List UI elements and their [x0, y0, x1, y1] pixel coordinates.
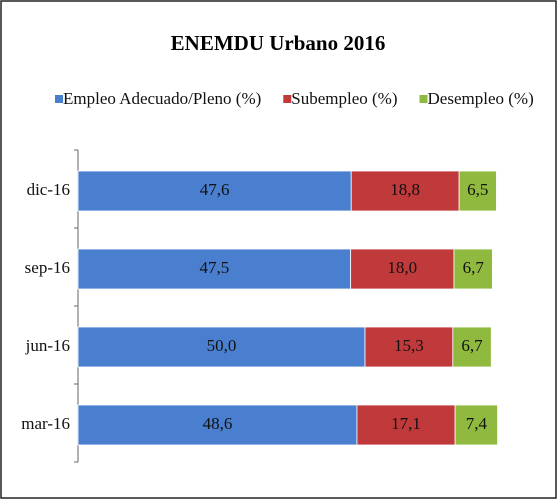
y-tick-label: mar-16 — [21, 414, 70, 433]
bar-segment — [452, 326, 492, 368]
data-label: 18,8 — [390, 180, 420, 199]
y-tick-label: dic-16 — [27, 180, 70, 199]
bar-segment — [458, 170, 497, 212]
data-label: 47,6 — [200, 180, 230, 199]
legend-swatch — [55, 95, 63, 103]
chart-title: ENEMDU Urbano 2016 — [171, 31, 386, 55]
data-label: 6,7 — [461, 336, 483, 355]
data-label: 48,6 — [203, 414, 233, 433]
data-label: 6,5 — [467, 180, 488, 199]
bar-segment — [350, 170, 460, 212]
data-label: 6,7 — [463, 258, 485, 277]
legend-label: Subempleo (%) — [291, 89, 397, 108]
y-tick-label: jun-16 — [25, 336, 70, 355]
bar-segment — [454, 404, 498, 446]
y-tick-label: sep-16 — [25, 258, 70, 277]
bar-segment — [77, 404, 358, 446]
data-label: 50,0 — [207, 336, 237, 355]
bar-segment — [453, 248, 493, 290]
bar-segment — [350, 248, 455, 290]
data-label: 15,3 — [394, 336, 424, 355]
data-label: 18,0 — [387, 258, 417, 277]
legend-swatch — [283, 95, 292, 103]
bar-segment — [77, 170, 352, 212]
bar-segment — [77, 248, 352, 290]
data-label: 47,5 — [199, 258, 229, 277]
data-label: 17,1 — [391, 414, 421, 433]
legend-swatch — [419, 95, 428, 103]
data-label: 7,4 — [466, 414, 488, 433]
legend-label: Desempleo (%) — [428, 89, 534, 108]
legend-label: Empleo Adecuado/Pleno (%) — [63, 89, 261, 108]
bar-segment — [364, 326, 454, 368]
